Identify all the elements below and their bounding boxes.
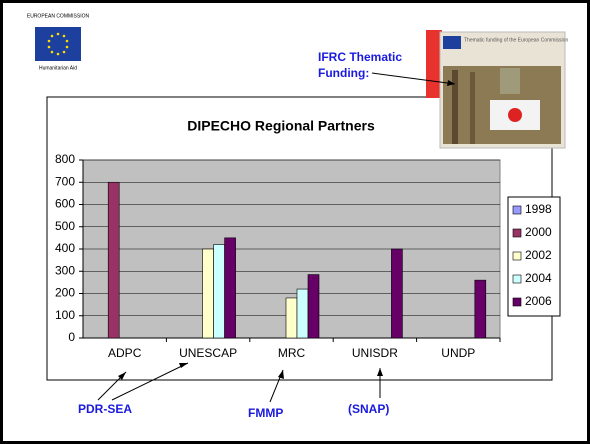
eu-flag (35, 27, 81, 61)
bar (297, 289, 308, 338)
bar (286, 298, 297, 338)
y-tick-label: 700 (55, 174, 75, 188)
bar (308, 275, 319, 338)
legend-swatch (513, 252, 521, 260)
x-tick-label: UNESCAP (179, 346, 237, 360)
x-tick-label: MRC (278, 346, 306, 360)
legend-swatch (513, 275, 521, 283)
callout-snap: (SNAP) (348, 402, 389, 416)
callout-pdr-sea: PDR-SEA (78, 402, 132, 416)
legend-label: 2004 (525, 271, 552, 285)
legend-label: 2006 (525, 294, 552, 308)
bar (108, 182, 119, 338)
photo-detail (500, 68, 520, 94)
y-tick-label: 400 (55, 241, 75, 255)
y-tick-label: 800 (55, 152, 75, 166)
x-tick-label: UNDP (441, 346, 475, 360)
photo-caption: Thematic funding of the European Commiss… (464, 37, 568, 43)
x-tick-label: ADPC (108, 346, 142, 360)
photo-detail (508, 108, 522, 122)
y-tick-label: 200 (55, 286, 75, 300)
bar (225, 238, 236, 338)
legend-swatch (513, 298, 521, 306)
legend-label: 2000 (525, 225, 552, 239)
bar (203, 249, 214, 338)
y-tick-label: 300 (55, 263, 75, 277)
legend-swatch (513, 229, 521, 237)
legend-swatch (513, 206, 521, 214)
bar (475, 280, 486, 338)
y-tick-label: 100 (55, 308, 75, 322)
legend-label: 1998 (525, 202, 552, 216)
slide: EUROPEAN COMMISSION Humanitarian Aid The… (0, 0, 590, 444)
y-tick-label: 500 (55, 219, 75, 233)
photo-detail (470, 72, 475, 144)
legend-label: 2002 (525, 248, 552, 262)
header-org: EUROPEAN COMMISSION (27, 13, 90, 19)
callout-fmmp: FMMP (248, 406, 283, 420)
photo-detail (452, 70, 458, 144)
y-tick-label: 600 (55, 197, 75, 211)
photo-flag (443, 36, 461, 49)
chart-title: DIPECHO Regional Partners (187, 118, 375, 134)
bar (391, 249, 402, 338)
y-tick-label: 0 (68, 330, 75, 344)
header-dept: Humanitarian Aid (39, 65, 77, 71)
x-tick-label: UNISDR (352, 346, 398, 360)
bar (214, 245, 225, 338)
